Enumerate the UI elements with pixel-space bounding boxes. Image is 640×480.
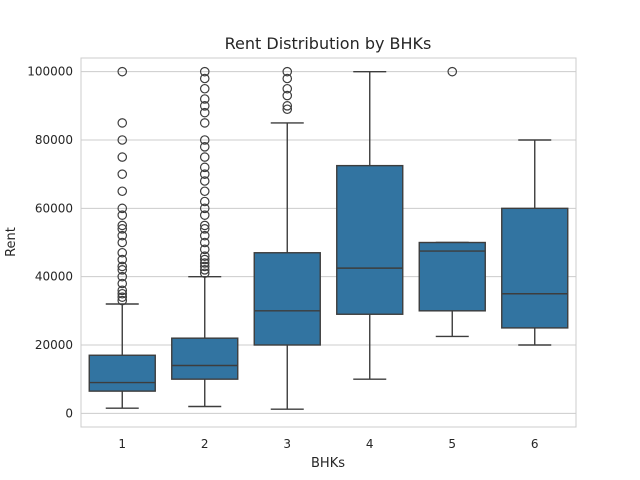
outlier-point	[117, 265, 128, 275]
box-group-1	[88, 66, 156, 409]
grid-lines	[81, 71, 576, 414]
outlier-point	[117, 288, 128, 299]
x-tick-label-2: 2	[201, 437, 209, 451]
outlier-point	[199, 118, 210, 128]
outlier-point	[199, 258, 210, 268]
outlier-point	[199, 254, 210, 265]
box-iqr	[501, 207, 569, 329]
outlier-point	[282, 83, 293, 94]
outlier-point	[199, 224, 210, 234]
box-group-4	[336, 70, 404, 380]
outlier-point	[117, 118, 128, 128]
boxes	[88, 66, 569, 410]
outlier-point	[199, 142, 210, 152]
x-tick-label-4: 4	[366, 437, 374, 451]
outlier-point	[117, 152, 128, 162]
outlier-point	[199, 230, 210, 241]
outlier-point	[117, 169, 128, 179]
outlier-point	[199, 83, 210, 94]
outlier-point	[199, 73, 210, 84]
outlier-point	[117, 135, 128, 145]
outlier-point	[199, 261, 210, 272]
box-group-3	[253, 66, 321, 410]
outlier-point	[199, 244, 210, 255]
x-ticks: 1 2 3 4 5 6	[118, 437, 538, 451]
outlier-point	[117, 66, 128, 77]
chart-title: Rent Distribution by BHKs	[225, 34, 432, 53]
box-iqr	[88, 354, 156, 392]
outlier-point	[282, 66, 293, 77]
y-ticks: 0 20000 40000 60000 80000 100000	[27, 65, 73, 421]
outlier-point	[282, 73, 293, 84]
x-tick-label-1: 1	[118, 437, 126, 451]
outlier-point	[199, 101, 210, 111]
outlier-point	[199, 210, 210, 220]
box-iqr	[418, 241, 486, 312]
y-axis-label: Rent	[4, 227, 19, 257]
outlier-point	[199, 94, 210, 104]
y-tick-label-100000: 100000	[27, 65, 73, 79]
outlier-point	[199, 237, 210, 248]
x-tick-label-5: 5	[448, 437, 456, 451]
outlier-point	[117, 220, 128, 231]
outlier-point	[199, 220, 210, 231]
outlier-point	[117, 278, 128, 289]
outlier-point	[117, 271, 128, 282]
outlier-point	[199, 107, 210, 118]
outlier-point	[199, 265, 210, 275]
outlier-point	[282, 104, 293, 115]
outlier-point	[199, 162, 210, 173]
box-group-2	[171, 66, 239, 408]
outlier-point	[117, 203, 128, 214]
outlier-point	[117, 295, 128, 306]
outlier-point	[199, 169, 210, 179]
outlier-point	[117, 261, 128, 272]
outlier-point	[117, 230, 128, 241]
outlier-point	[199, 203, 210, 214]
outlier-point	[199, 251, 210, 261]
box-group-6	[501, 139, 569, 346]
x-tick-label-6: 6	[531, 437, 539, 451]
outlier-point	[117, 285, 128, 296]
outlier-point	[117, 224, 128, 234]
y-tick-label-80000: 80000	[35, 133, 73, 147]
x-axis-label: BHKs	[311, 456, 345, 471]
y-tick-label-60000: 60000	[35, 201, 73, 215]
outlier-point	[117, 237, 128, 248]
y-tick-label-40000: 40000	[35, 270, 73, 284]
y-tick-label-0: 0	[65, 406, 73, 420]
outlier-point	[117, 247, 128, 258]
box-group-5	[418, 66, 486, 338]
outlier-point	[117, 186, 128, 197]
box-iqr	[336, 164, 404, 315]
outlier-point	[199, 66, 210, 77]
box-iqr	[253, 252, 321, 346]
x-tick-label-3: 3	[283, 437, 291, 451]
outlier-point	[199, 196, 210, 207]
plot-frame	[80, 57, 577, 428]
outlier-point	[199, 152, 210, 162]
outlier-point	[117, 292, 128, 302]
y-tick-label-20000: 20000	[35, 338, 73, 352]
outlier-point	[117, 210, 128, 220]
outlier-point	[199, 268, 210, 279]
outlier-point	[199, 186, 210, 197]
outlier-point	[282, 101, 293, 111]
outlier-point	[199, 176, 210, 186]
outlier-point	[282, 90, 293, 101]
outlier-point	[199, 135, 210, 145]
box-iqr	[171, 337, 239, 380]
outlier-point	[117, 254, 128, 265]
outlier-point	[447, 66, 458, 77]
